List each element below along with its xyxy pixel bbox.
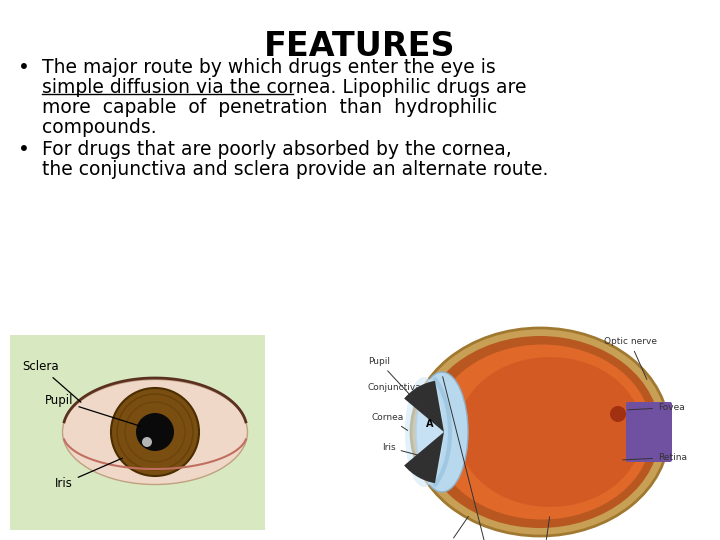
Text: Optic nerve: Optic nerve <box>603 337 657 380</box>
Text: Retina: Retina <box>623 453 687 462</box>
Text: Fovea: Fovea <box>628 403 685 412</box>
Text: Ciliary muscle: Ciliary muscle <box>415 516 479 540</box>
Text: Pupil: Pupil <box>45 394 140 426</box>
Circle shape <box>136 413 174 451</box>
Text: •: • <box>18 140 30 159</box>
Ellipse shape <box>405 377 443 487</box>
Wedge shape <box>404 432 444 483</box>
Text: simple diffusion via the cornea. Lipophilic drugs are: simple diffusion via the cornea. Lipophi… <box>42 78 526 97</box>
Text: more  capable  of  penetration  than  hydrophilic: more capable of penetration than hydroph… <box>42 98 498 117</box>
Circle shape <box>610 406 626 422</box>
Text: FEATURES: FEATURES <box>264 30 456 63</box>
FancyBboxPatch shape <box>626 402 672 462</box>
Text: the conjunctiva and sclera provide an alternate route.: the conjunctiva and sclera provide an al… <box>42 160 549 179</box>
Text: Suspensory ligament: Suspensory ligament <box>498 517 593 540</box>
Circle shape <box>111 388 199 476</box>
Text: Pupil: Pupil <box>368 357 422 408</box>
Ellipse shape <box>63 380 248 484</box>
Text: The major route by which drugs enter the eye is: The major route by which drugs enter the… <box>42 58 496 77</box>
Text: Conjunctiva: Conjunctiva <box>368 383 434 392</box>
Ellipse shape <box>416 372 468 492</box>
Text: Iris: Iris <box>382 443 434 460</box>
Circle shape <box>142 437 152 447</box>
Text: For drugs that are poorly absorbed by the cornea,: For drugs that are poorly absorbed by th… <box>42 140 512 159</box>
Ellipse shape <box>432 345 652 519</box>
Bar <box>10 335 265 530</box>
Text: Iris: Iris <box>55 458 122 490</box>
Wedge shape <box>404 381 444 432</box>
Ellipse shape <box>420 336 660 528</box>
Text: •: • <box>18 58 30 77</box>
Text: Lens: Lens <box>443 377 499 540</box>
Ellipse shape <box>457 357 642 507</box>
Text: compounds.: compounds. <box>42 118 157 137</box>
Text: A: A <box>426 419 433 429</box>
Text: Sclera: Sclera <box>22 360 81 402</box>
Text: Cornea: Cornea <box>372 413 408 430</box>
Ellipse shape <box>411 328 669 536</box>
